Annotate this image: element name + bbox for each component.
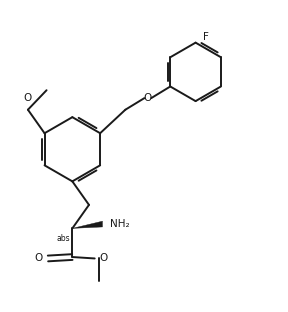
Polygon shape <box>72 221 103 228</box>
Text: O: O <box>144 93 152 103</box>
Text: O: O <box>34 253 42 263</box>
Text: O: O <box>24 93 32 103</box>
Text: O: O <box>100 253 108 263</box>
Text: NH₂: NH₂ <box>110 219 129 229</box>
Text: F: F <box>203 32 209 42</box>
Text: abs: abs <box>56 233 70 242</box>
